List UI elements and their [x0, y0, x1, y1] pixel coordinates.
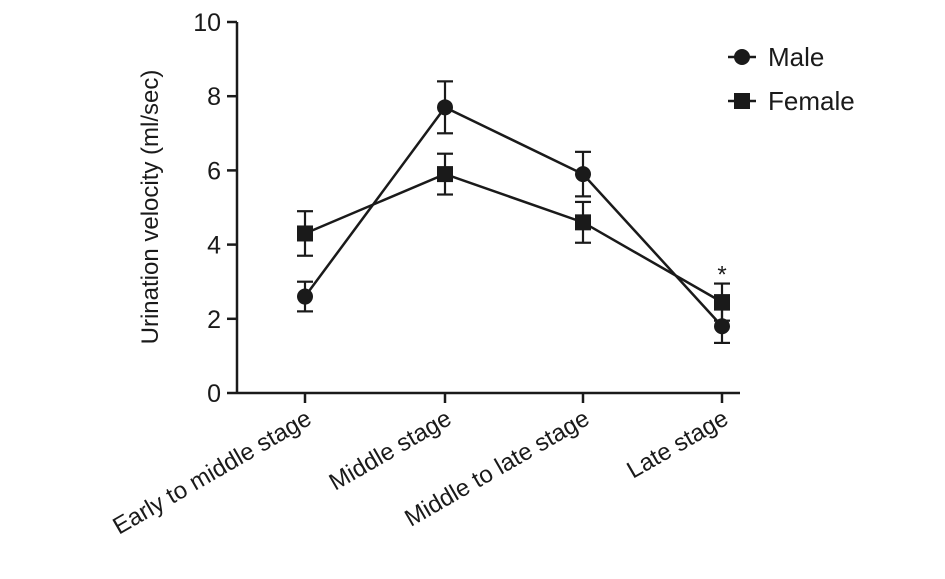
significance-marker: *: [717, 261, 726, 288]
legend: Male Female: [728, 42, 855, 116]
data-point: [437, 99, 453, 116]
axes: 0 2 4 6 8 10 Early to middle stage Middle stage…: [108, 9, 740, 540]
series-male: [297, 80, 730, 345]
legend-marker: [734, 93, 750, 109]
legend-item-female: Female: [728, 86, 855, 116]
data-point: [575, 214, 591, 231]
series-layer: *: [297, 80, 730, 345]
y-axis-title: Urination velocity (ml/sec): [137, 70, 164, 345]
legend-label: Male: [768, 42, 824, 72]
data-point: [297, 225, 313, 242]
data-point: [297, 288, 313, 305]
x-tick-label: Middle stage: [325, 405, 456, 496]
data-point: [437, 166, 453, 183]
series-line: [304, 172, 723, 304]
x-tick-label: Early to middle stage: [108, 405, 316, 540]
series-female: [297, 152, 730, 322]
x-tick-label: Late stage: [622, 405, 733, 484]
y-tick-label: 8: [207, 83, 221, 111]
y-tick-label: 6: [207, 157, 221, 185]
legend-label: Female: [768, 86, 855, 116]
y-tick-label: 10: [193, 9, 221, 37]
series-line: [303, 105, 723, 328]
data-point: [714, 294, 730, 311]
legend-item-male: Male: [728, 42, 824, 72]
data-point: [575, 166, 591, 183]
y-tick-label: 2: [207, 306, 221, 334]
y-tick-label: 4: [207, 232, 221, 260]
y-tick-label: 0: [207, 380, 221, 408]
legend-marker: [734, 49, 750, 65]
data-point: [714, 318, 730, 335]
